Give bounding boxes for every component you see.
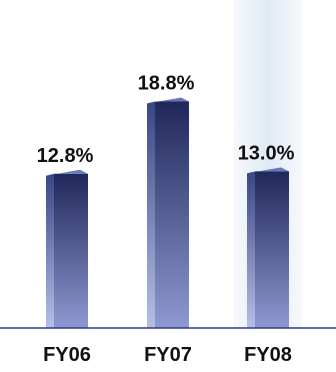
bar-fy06 <box>46 169 88 328</box>
bar-top-face <box>247 167 289 174</box>
value-label-fy08: 13.0% <box>238 142 295 164</box>
bar-front-face <box>255 171 289 328</box>
bar-front-face <box>54 173 88 328</box>
category-label-fy07: FY07 <box>144 344 192 366</box>
category-label-fy06: FY06 <box>43 344 91 366</box>
bar-top-face <box>147 97 189 104</box>
value-label-fy06: 12.8% <box>37 145 94 167</box>
category-label-fy08: FY08 <box>244 344 292 366</box>
bar-side-face <box>247 171 255 328</box>
bar-top-face <box>46 169 88 176</box>
bar-fy08 <box>247 167 289 328</box>
bar-front-face <box>155 101 189 329</box>
bar-side-face <box>147 101 155 329</box>
value-label-fy07: 18.8% <box>138 72 195 94</box>
bar-fy07 <box>147 97 189 329</box>
bar-side-face <box>46 173 54 328</box>
